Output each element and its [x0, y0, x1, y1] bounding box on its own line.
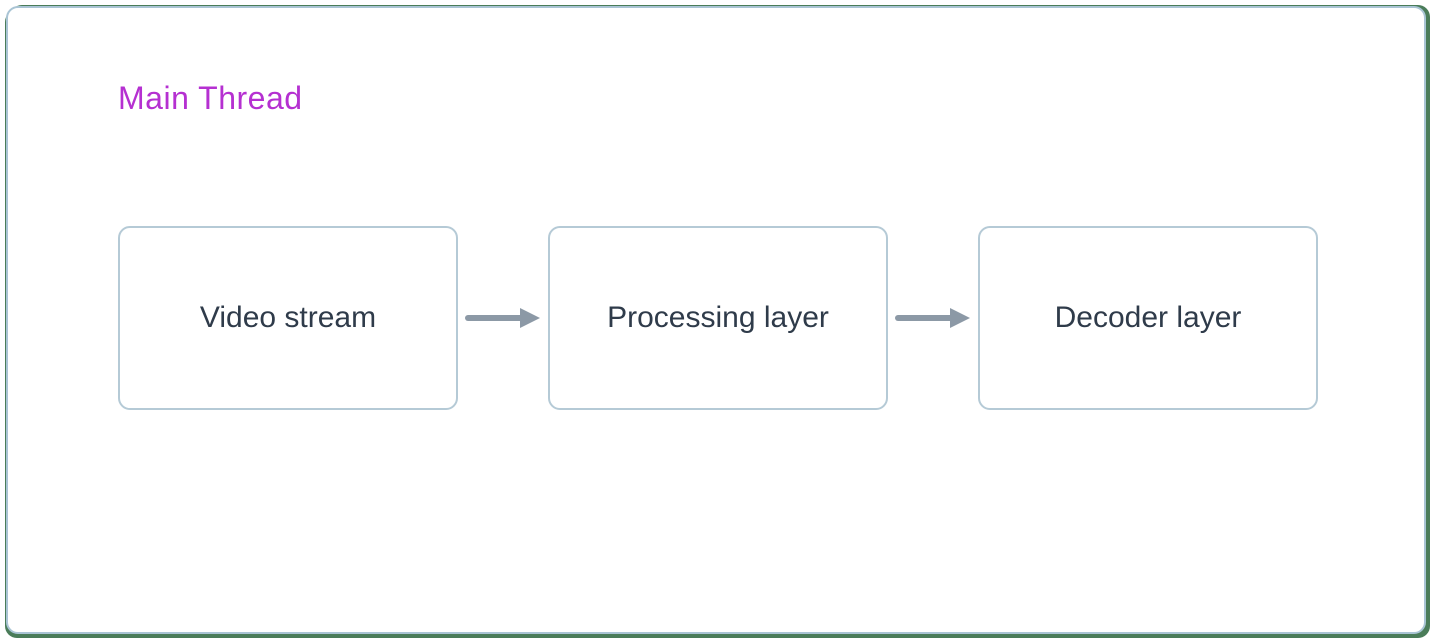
node-decoder-layer: Decoder layer [978, 226, 1318, 410]
node-label: Video stream [200, 301, 376, 335]
node-video-stream: Video stream [118, 226, 458, 410]
arrow-2 [888, 304, 978, 332]
node-processing-layer: Processing layer [548, 226, 888, 410]
diagram-title: Main Thread [118, 80, 303, 117]
node-label: Decoder layer [1055, 301, 1242, 335]
flow-row: Video stream Processing layer Decoder la… [118, 226, 1314, 410]
node-label: Processing layer [607, 301, 829, 335]
arrow-1 [458, 304, 548, 332]
arrow-right-icon [894, 304, 972, 332]
diagram-frame: Main Thread Video stream Processing laye… [6, 6, 1426, 634]
arrow-right-icon [464, 304, 542, 332]
